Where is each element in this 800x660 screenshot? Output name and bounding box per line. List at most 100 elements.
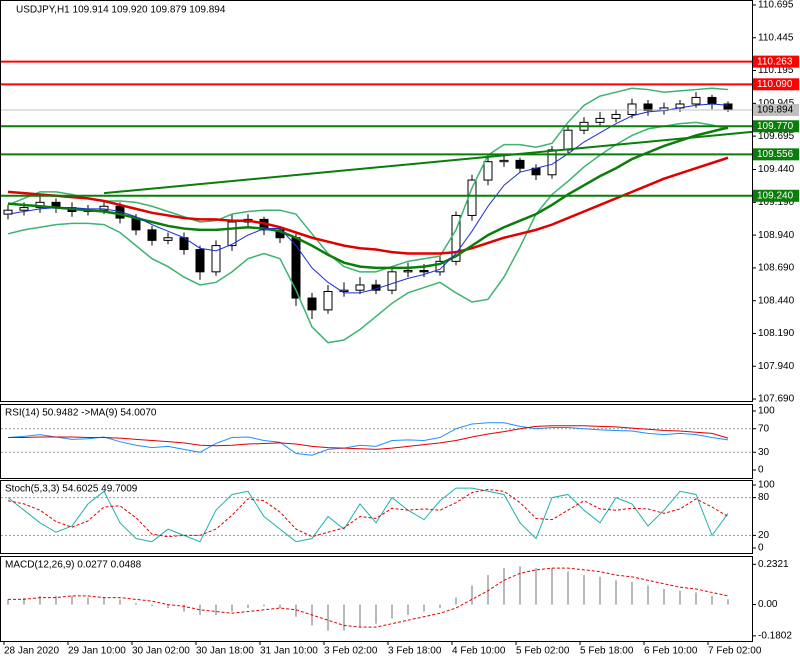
y-tick-label: 100 xyxy=(758,406,775,417)
candle-body xyxy=(19,207,29,211)
candle-body xyxy=(115,205,125,219)
histogram-bar xyxy=(551,568,553,605)
candle-body xyxy=(419,270,429,273)
histogram-bar xyxy=(71,595,73,605)
candle-body xyxy=(355,284,365,291)
y-tick-label: 108.940 xyxy=(758,230,795,241)
candle-body xyxy=(211,245,221,273)
candle-body xyxy=(387,271,397,291)
y-tick-label: 110.695 xyxy=(758,0,794,11)
histogram-bar xyxy=(39,595,41,605)
candle-body xyxy=(691,96,701,105)
pane-frame xyxy=(0,404,753,479)
histogram-bar xyxy=(583,575,585,605)
histogram-bar xyxy=(455,597,457,605)
indicator-line xyxy=(7,126,729,270)
x-tick-label: 3 Feb 02:00 xyxy=(324,646,378,657)
candle-body xyxy=(707,96,717,105)
y-tick-label: 108.440 xyxy=(758,295,795,306)
histogram-bar xyxy=(535,568,537,605)
price-level-box xyxy=(753,55,799,68)
y-tick-label: 80 xyxy=(758,492,770,503)
histogram-bar xyxy=(359,604,361,628)
histogram-bar xyxy=(663,588,665,605)
candle-body xyxy=(307,297,317,311)
x-tick-label: 30 Jan 02:00 xyxy=(132,646,190,657)
y-tick-label: 0 xyxy=(758,543,764,554)
histogram-bar xyxy=(711,595,713,605)
candle-body xyxy=(403,270,413,273)
y-tick-label: 107.690 xyxy=(758,394,795,405)
histogram-bar xyxy=(695,592,697,605)
x-tick-label: 6 Feb 10:00 xyxy=(644,646,698,657)
y-tick-label: 70 xyxy=(758,423,770,434)
histogram-bar xyxy=(615,580,617,605)
histogram-bar xyxy=(407,604,409,615)
price-level-label: 109.240 xyxy=(757,190,794,201)
histogram-bar xyxy=(183,604,185,612)
last-price-label: 109.894 xyxy=(757,105,794,116)
candle-body xyxy=(435,260,445,273)
y-tick-label: -0.1802 xyxy=(758,630,792,641)
indicator-line xyxy=(7,422,729,456)
last-price-box xyxy=(753,104,799,117)
histogram-bar xyxy=(487,575,489,605)
histogram-bar xyxy=(87,597,89,605)
x-tick-label: 30 Jan 18:00 xyxy=(196,646,254,657)
candle-body xyxy=(483,161,493,181)
pane-frame xyxy=(0,480,753,554)
candle-body xyxy=(339,289,349,293)
x-tick-label: 28 Jan 2020 xyxy=(4,646,59,657)
price-level-label: 109.770 xyxy=(757,121,794,132)
indicator-line xyxy=(7,103,729,294)
y-tick-label: 0.2321 xyxy=(758,559,789,570)
y-tick-label: 0.00 xyxy=(758,599,778,610)
x-tick-label: 5 Feb 02:00 xyxy=(516,646,570,657)
histogram-bar xyxy=(327,604,329,631)
histogram-bar xyxy=(599,576,601,605)
candle-body xyxy=(467,179,477,216)
y-tick-label: 109.190 xyxy=(758,197,795,208)
price-level-box xyxy=(753,148,799,161)
candle-body xyxy=(611,113,621,119)
trend-line xyxy=(103,130,753,195)
candle-body xyxy=(163,237,173,241)
histogram-bar xyxy=(151,604,153,607)
x-tick-label: 3 Feb 18:00 xyxy=(388,646,442,657)
x-tick-label: 29 Jan 10:00 xyxy=(68,646,126,657)
histogram-bar xyxy=(7,599,9,605)
y-tick-label: 20 xyxy=(758,530,770,541)
candle-body xyxy=(563,129,573,151)
histogram-bar xyxy=(231,604,233,612)
histogram-bar xyxy=(519,566,521,605)
candle-body xyxy=(515,159,525,169)
candle-body xyxy=(323,291,333,311)
y-tick-label: 107.940 xyxy=(758,361,795,372)
histogram-bar xyxy=(631,582,633,605)
price-level-box xyxy=(753,120,799,133)
y-tick-label: 30 xyxy=(758,447,770,458)
y-tick-label: 109.695 xyxy=(758,131,795,142)
histogram-bar xyxy=(679,590,681,605)
histogram-bar xyxy=(727,599,729,605)
histogram-bar xyxy=(23,597,25,605)
candle-body xyxy=(627,103,637,115)
y-tick-label: 0 xyxy=(758,465,764,476)
histogram-bar xyxy=(55,595,57,605)
candle-body xyxy=(499,159,509,163)
y-tick-label: 100 xyxy=(758,480,775,491)
indicator-line xyxy=(7,487,729,543)
histogram-bar xyxy=(119,599,121,605)
histogram-bar xyxy=(295,604,297,617)
histogram-bar xyxy=(375,604,377,624)
histogram-bar xyxy=(135,602,137,605)
histogram-bar xyxy=(567,571,569,605)
y-tick-label: 109.945 xyxy=(758,98,795,109)
candle-body xyxy=(147,229,157,241)
y-tick-label: 108.190 xyxy=(758,328,795,339)
histogram-bar xyxy=(503,568,505,605)
y-tick-label: 108.690 xyxy=(758,263,795,274)
y-tick-label: 110.195 xyxy=(758,65,794,76)
price-level-box xyxy=(753,78,799,91)
